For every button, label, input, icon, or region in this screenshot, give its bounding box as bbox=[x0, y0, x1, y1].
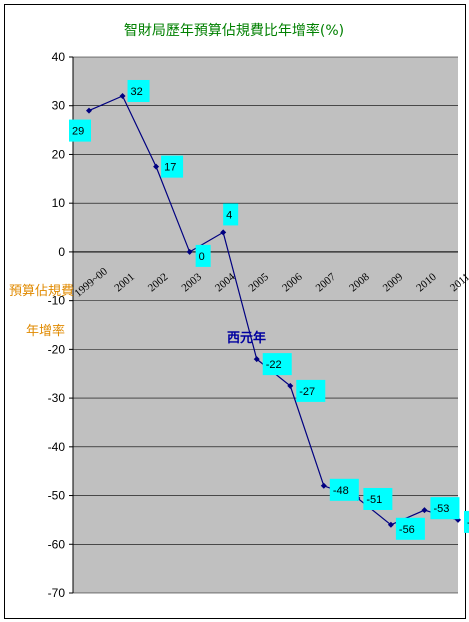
data-label-text: -48 bbox=[333, 485, 349, 497]
y-tick-label: -20 bbox=[48, 342, 66, 356]
data-point bbox=[320, 482, 327, 489]
y-tick-label: 30 bbox=[52, 99, 66, 113]
x-axis-label: 西元年 bbox=[227, 330, 266, 346]
data-label-box bbox=[464, 510, 469, 533]
data-label-text: -53 bbox=[433, 503, 449, 515]
data-label-box bbox=[329, 478, 359, 501]
y-tick-label: 40 bbox=[52, 50, 66, 64]
data-label-text: -27 bbox=[299, 386, 315, 398]
data-label: 17 bbox=[161, 155, 184, 178]
data-label-box bbox=[127, 79, 150, 102]
y-tick-label: 0 bbox=[58, 245, 65, 259]
data-point bbox=[86, 107, 92, 114]
data-point bbox=[119, 92, 126, 99]
data-label-text: -55 bbox=[467, 517, 469, 529]
data-label: -27 bbox=[296, 379, 326, 402]
data-point bbox=[220, 229, 227, 236]
data-label-box bbox=[161, 155, 184, 178]
y-tick-label: -10 bbox=[48, 294, 66, 308]
data-point bbox=[421, 507, 428, 514]
data-label: 4 bbox=[223, 203, 239, 226]
data-label-text: -51 bbox=[366, 494, 382, 506]
data-label-box bbox=[430, 497, 460, 520]
data-label-box bbox=[262, 353, 292, 376]
data-point bbox=[287, 382, 294, 389]
data-label: -22 bbox=[262, 353, 292, 376]
data-label-text: -22 bbox=[266, 359, 282, 371]
data-label: 0 bbox=[195, 244, 211, 267]
data-point bbox=[253, 356, 260, 363]
data-labels: 29 32 17 0 4 -22 -27 -48 -51 -56 -53 -55 bbox=[69, 79, 469, 540]
data-label-text: -56 bbox=[399, 524, 415, 536]
data-label-text: 4 bbox=[226, 209, 232, 221]
data-point bbox=[153, 163, 160, 170]
gridlines bbox=[72, 56, 458, 594]
data-point bbox=[186, 248, 193, 255]
data-label-box bbox=[296, 379, 326, 402]
y-tick-label: -60 bbox=[48, 537, 66, 551]
y-tick-label: -50 bbox=[48, 489, 66, 503]
data-label-text: 0 bbox=[199, 251, 205, 263]
data-label: -51 bbox=[363, 487, 393, 510]
data-label-box bbox=[395, 517, 425, 540]
y-tick-label: -70 bbox=[48, 586, 66, 600]
y-tick-label: -40 bbox=[48, 440, 66, 454]
data-label-box bbox=[195, 244, 211, 267]
data-label-box bbox=[363, 487, 393, 510]
y-axis-label-line2: 年增率 bbox=[26, 323, 65, 339]
data-point bbox=[387, 521, 394, 528]
data-label: -53 bbox=[430, 497, 460, 520]
data-label-text: 17 bbox=[164, 162, 176, 174]
data-label: -55 bbox=[464, 510, 469, 533]
y-axis-label-line1: 預算佔規費 bbox=[9, 284, 74, 299]
data-label: 32 bbox=[127, 79, 150, 102]
data-label-text: 29 bbox=[72, 126, 84, 138]
data-label-text: 32 bbox=[131, 86, 143, 98]
data-label-box bbox=[223, 203, 239, 226]
data-label: -56 bbox=[395, 517, 425, 540]
data-label-box bbox=[69, 119, 91, 142]
y-axis-ticks: 40 30 20 10 0 -10 -20 -30 -40 -50 -60 -70 bbox=[48, 50, 73, 600]
data-label: 29 bbox=[69, 119, 91, 142]
y-tick-label: 20 bbox=[52, 147, 66, 161]
y-tick-label: 10 bbox=[52, 196, 66, 210]
y-tick-label: -30 bbox=[48, 391, 66, 405]
data-label: -48 bbox=[329, 478, 359, 501]
plot-area bbox=[73, 57, 458, 593]
chart-title: 智財局歷年預算佔規費比年增率(%) bbox=[124, 22, 344, 39]
